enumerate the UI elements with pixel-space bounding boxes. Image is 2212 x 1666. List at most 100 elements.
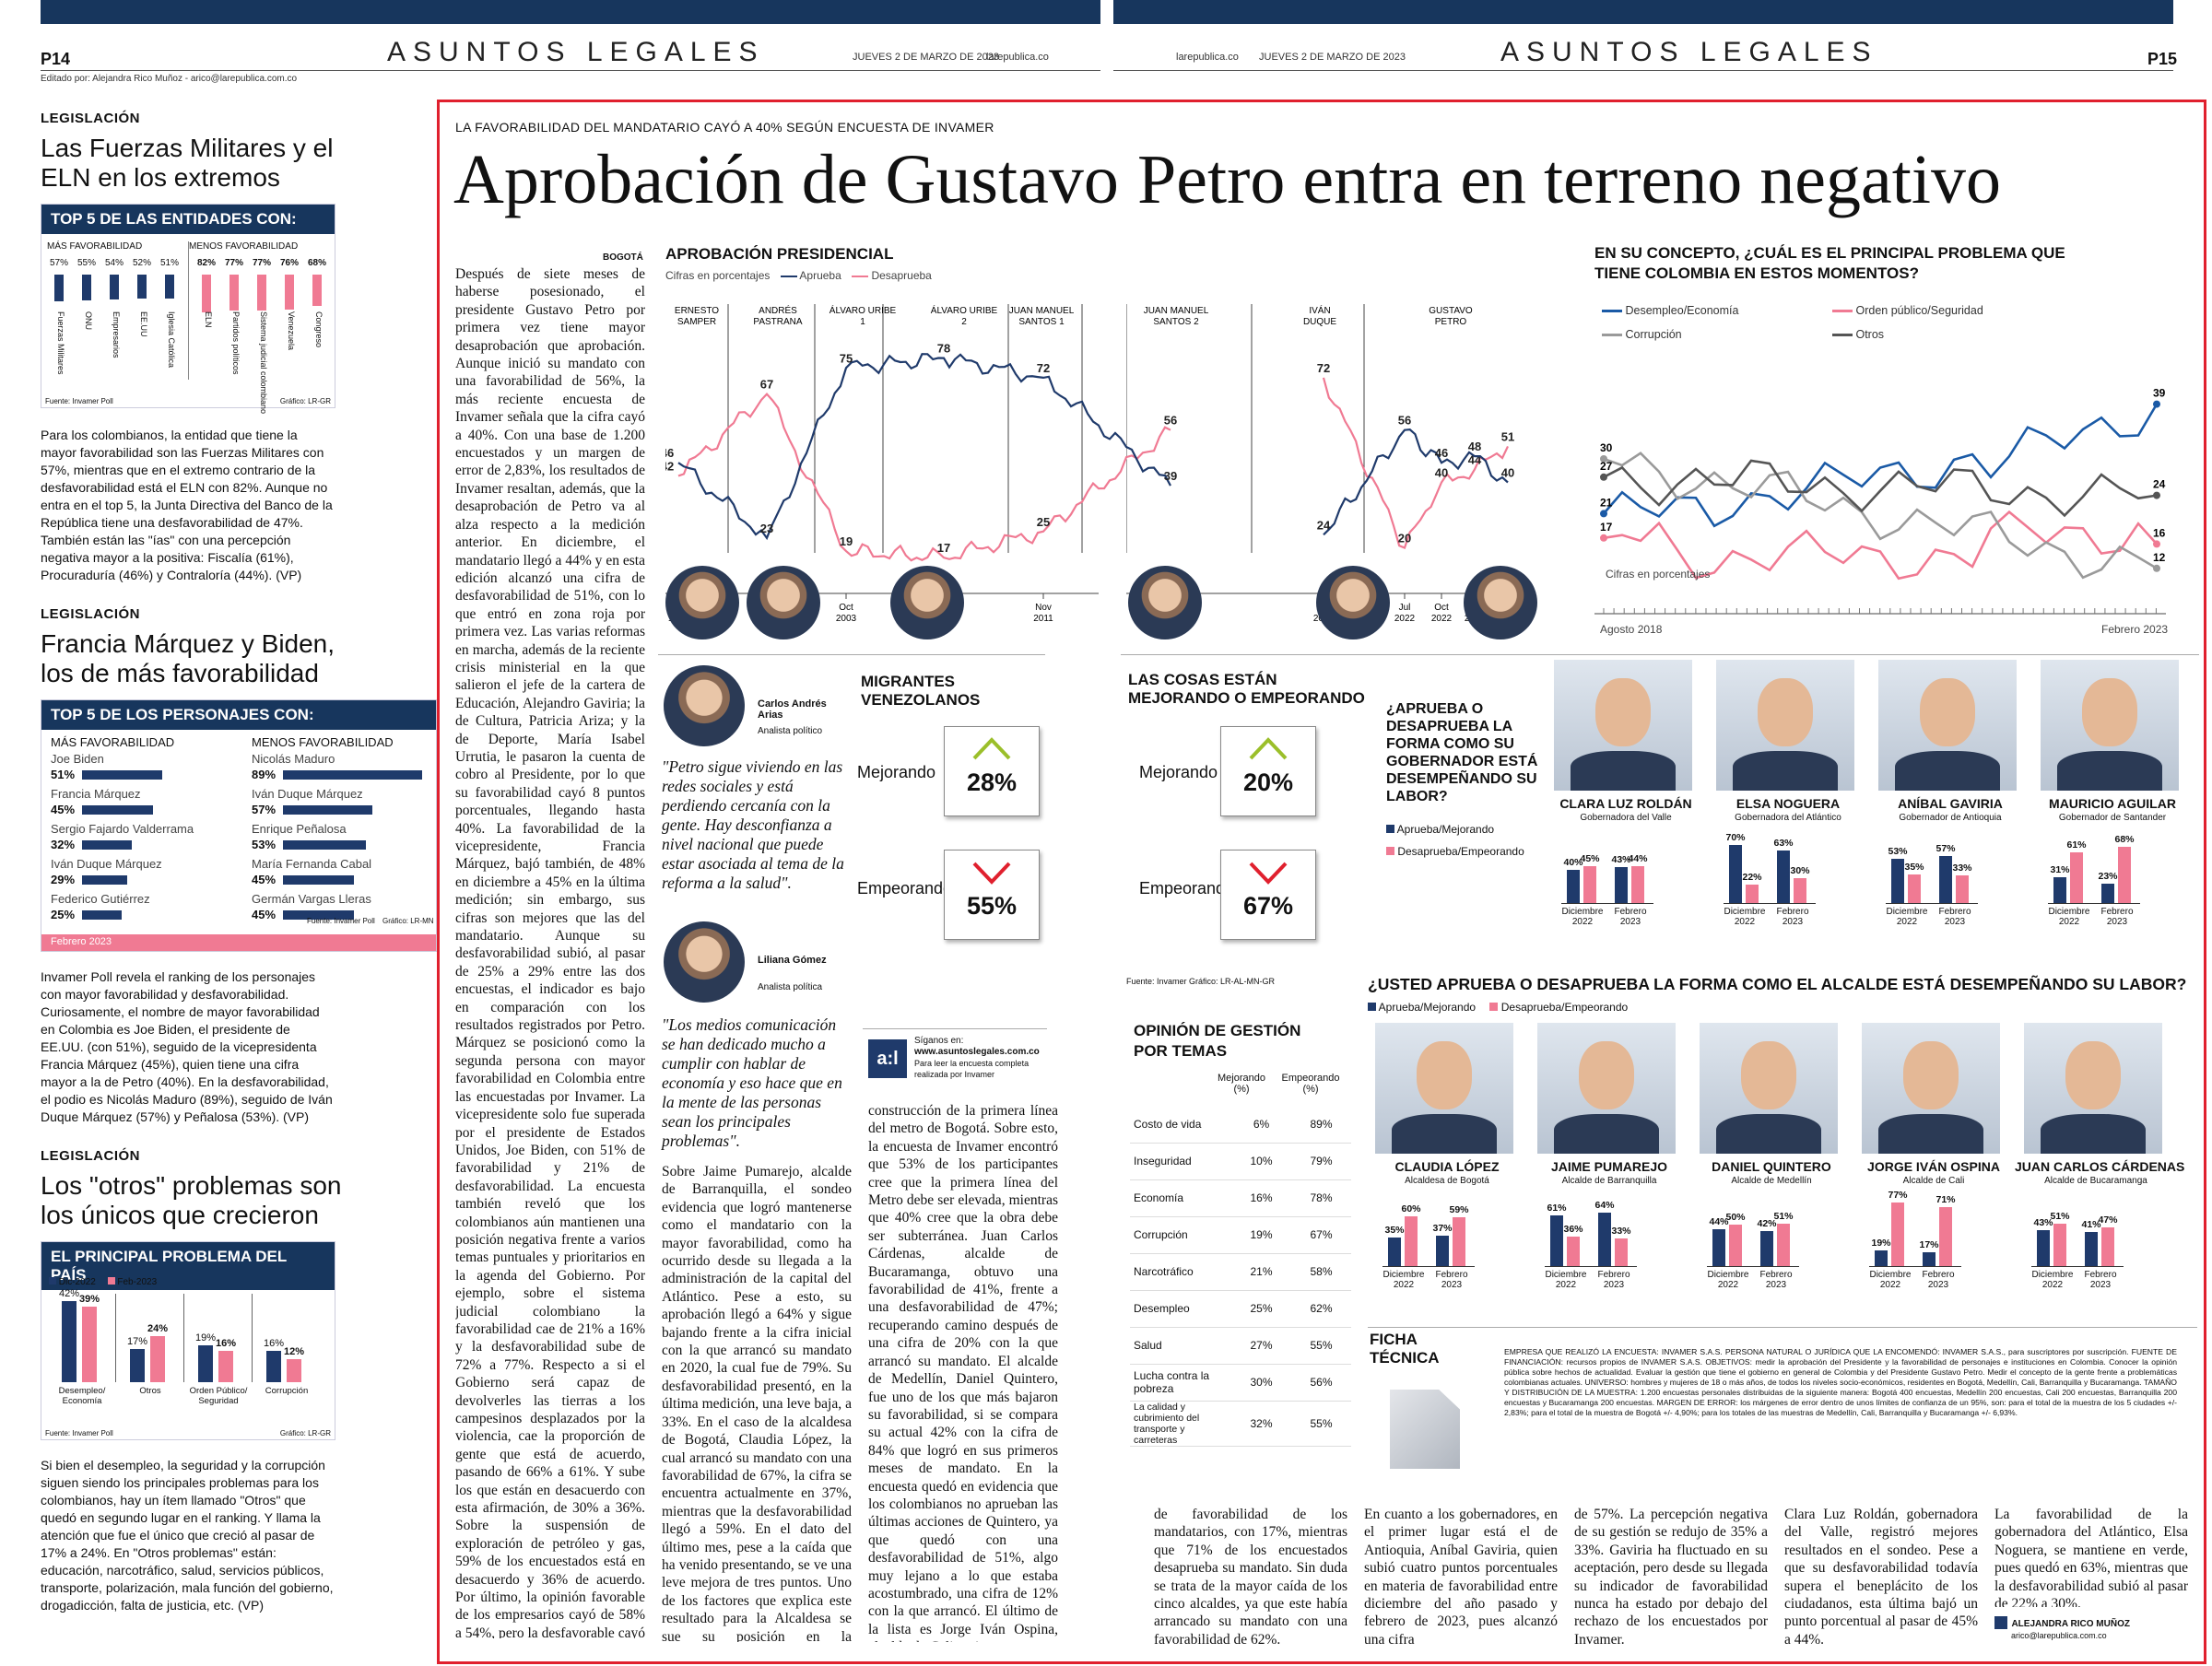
opinion-topic: Inseguridad [1130,1143,1231,1180]
headline-left: Aprobación de Gustavo [453,141,1119,218]
entities-source: Fuente: Invamer Poll [45,397,113,405]
approval-value-label: 44 [1468,452,1482,466]
site-left: larepublica.co [986,52,1049,63]
governor-bar [1631,866,1644,903]
person-name: Sergio Fajardo Valderrama [51,822,194,836]
mayor-bar-value: 51% [2050,1211,2070,1223]
mayor-bar [1615,1238,1628,1266]
governor-bar [2070,852,2083,903]
problem-divider [252,1294,253,1382]
mayor-name: DANIEL QUINTERO [1712,1159,1831,1174]
governor-torso [1571,751,1676,791]
sidebar-title-2: Francia Márquez y Biden, los de más favo… [41,629,335,687]
governor-bar [1794,878,1806,903]
people-source: Fuente: Invamer Poll [307,917,375,925]
problems-bar-credit: Gráfico: LR-GR [279,1429,331,1437]
mayor-role: Alcalde de Bucaramanga [2044,1176,2147,1186]
approval-value-label: 17 [937,541,950,555]
entities-unfav-label: MENOS FAVORABILIDAD [189,241,299,252]
article-column-5: En cuanto a los gobernadores, en el prim… [1364,1507,1558,1644]
quote1-text: "Petro sigue viviendo en las redes socia… [662,757,844,892]
problems-chart: 21 39 17 16 30 12 27 24 [1594,387,2166,615]
mayor-bar-value: 71% [1936,1194,1956,1206]
governor-axis [1561,903,1653,904]
ficha-title: FICHA TÉCNICA [1370,1331,1440,1367]
legend-desaprueba: Desaprueba/Empeorando [1397,845,1524,858]
opinion-topic: Costo de vida [1130,1106,1231,1144]
president-label: ÁLVARO URIBE 1 [830,304,897,327]
migrants-better-box: 28% [944,726,1040,816]
governor-bar-value: 33% [1952,862,1972,874]
entity-value: 68% [307,258,326,268]
problem-start-label: 21 [1600,496,1613,509]
legend-swatch-aprueba-m [1368,1003,1376,1011]
opinion-topic: Corrupción [1130,1216,1231,1254]
problem-line-start [1600,473,1607,481]
mayor-bar-value: 41% [2081,1219,2101,1231]
governor-role: Gobernador de Antioquia [1899,813,2002,823]
entity-bar [110,275,119,299]
down-arrow-icon [1249,862,1288,885]
problem-value: 16% [215,1338,237,1350]
opinion-row: Costo de vida 6% 89% [1130,1106,1351,1144]
entity-value: 76% [279,258,299,268]
people-footer-text: Febrero 2023 [51,936,112,947]
entity-label: EE.UU [139,311,148,337]
legend-swatch-aprueba [1386,825,1394,833]
governor-bar [1729,845,1742,903]
photo-petro [1464,566,1537,639]
mayor-date: Diciembre 2022 [2031,1270,2074,1290]
opinion-better: 6% [1231,1106,1291,1144]
opinion-worse: 62% [1291,1290,1351,1328]
governor-bar-value: 63% [1773,838,1794,850]
down-arrow-icon [972,862,1011,885]
approval-value-label: 72 [1037,361,1050,375]
problems-bar-source: Fuente: Invamer Poll [45,1429,113,1437]
mayor-bar [1453,1216,1465,1266]
entity-bar [202,275,211,312]
opinion-topic: Salud [1130,1327,1231,1365]
person-value: 89% [252,768,276,781]
person-bar [283,840,367,850]
people-footer: Febrero 2023 [41,934,436,951]
problem-line [1603,403,2159,528]
article-column-6: de 57%. La percepción negativa de su ges… [1574,1507,1768,1644]
sidebar-body-2: Invamer Poll revela el ranking de los pe… [41,969,333,1124]
opinion-table: Mejorando (%) Empeorando (%) Costo de vi… [1130,1069,1351,1447]
opinion-worse: 89% [1291,1106,1351,1144]
entity-label: ELN [204,311,213,328]
problems-bar-box: EL PRINCIPAL PROBLEMA DEL PAÍS Dic-2022 … [41,1241,335,1440]
quote2-name: Liliana Gómez [758,955,827,966]
entity-divider [188,241,189,380]
governor-bar [1891,859,1904,903]
problem-label: Orden Público/ Seguridad [189,1386,248,1406]
article-column-4: de favorabilidad de los mandatarios, con… [1154,1507,1347,1644]
sidebar-kicker-3: LEGISLACIÓN [41,1148,141,1164]
follow-site-link[interactable]: www.asuntoslegales.com.co [914,1047,1040,1057]
mayors-legend: Aprueba/Mejorando Desaprueba/Empeorando [1368,1001,1628,1014]
entity-value: 77% [252,258,271,268]
rule-things [1121,654,2199,655]
person-bar [283,770,423,780]
article-column-1: Después de siete meses de haberse posesi… [455,266,645,1638]
governor-date: Febrero 2023 [1776,907,1809,927]
sidebar: LEGISLACIÓN Las Fuerzas Militares y el E… [41,111,437,1614]
entities-chart-box: TOP 5 DE LAS ENTIDADES CON: MÁS FAVORABI… [41,204,335,414]
mayor-bar-value: 50% [1725,1212,1746,1223]
opinion-topic: Lucha contra la pobreza [1130,1364,1231,1402]
governor-bar-value: 68% [2114,833,2135,845]
legend-swatch-dic [49,1277,56,1285]
approval-value-label: 51 [1501,429,1514,443]
governor-face [1920,677,1975,746]
governor-axis [2048,903,2140,904]
sidebar-title-3: Los "otros" problemas son los únicos que… [41,1171,342,1229]
problem-line-start [1600,510,1607,518]
document-icon [1390,1390,1460,1469]
migrants-worse-label: Empeorando [857,879,953,898]
mayor-face [1741,1040,1796,1109]
problem-line [1603,459,2158,518]
governor-bar [1615,867,1628,903]
mayor-bar-value: 61% [1547,1203,1567,1214]
mayors-charts: CLAUDIA LÓPEZ Alcaldesa de Bogotá 35% 60% 37… [1370,1023,2184,1327]
problem-label: Desempleo/ Economía [58,1386,106,1406]
